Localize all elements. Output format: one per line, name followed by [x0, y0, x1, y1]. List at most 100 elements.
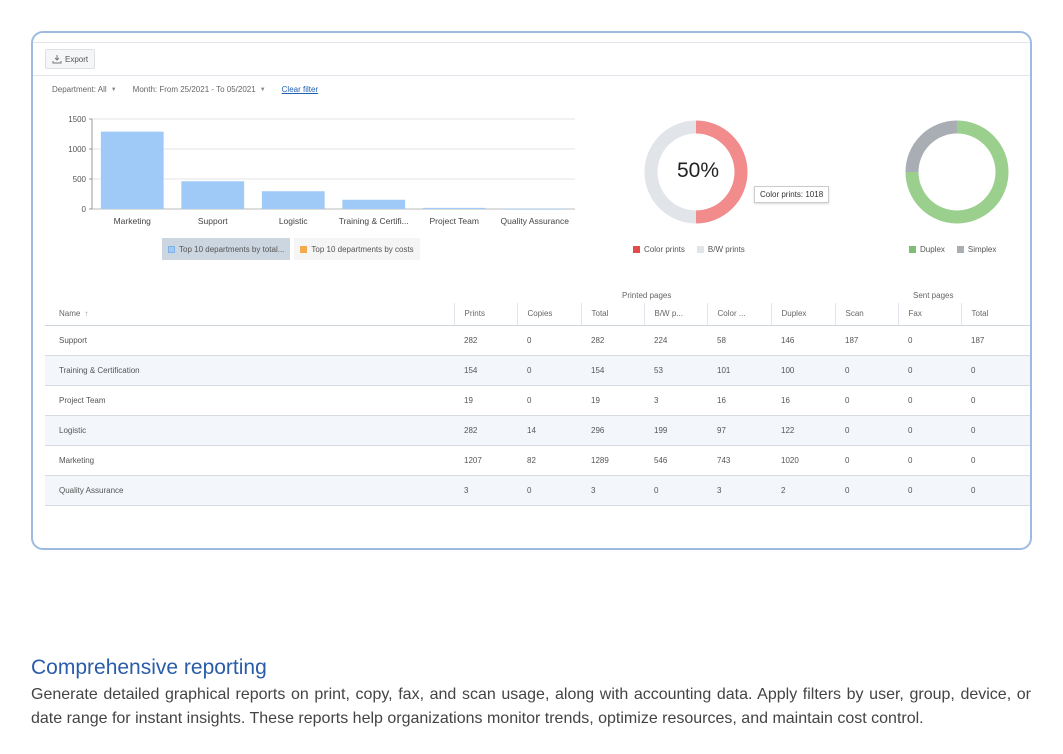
- table-header-row: Name ↑ Prints Copies Total B/W p... Color ... D…: [45, 303, 1030, 326]
- column-header[interactable]: Color ...: [706, 303, 771, 326]
- table-cell: 0: [517, 475, 581, 506]
- donut-slice[interactable]: [905, 120, 1009, 224]
- bar[interactable]: [422, 207, 486, 209]
- table-cell: 0: [898, 385, 961, 416]
- month-filter[interactable]: Month: From 25/2021 - To 05/2021 ▼: [133, 85, 266, 94]
- x-tick-label: Support: [198, 216, 228, 226]
- table-cell: 154: [454, 355, 517, 386]
- table-cell: 0: [961, 355, 1030, 386]
- table-row[interactable]: Marketing 1207 82 1289 546 743 1020 0 0 0: [45, 445, 1030, 476]
- column-header[interactable]: B/W p...: [643, 303, 707, 326]
- table-cell: 0: [961, 445, 1030, 476]
- donut-center-label: 50%: [676, 159, 720, 182]
- department-filter[interactable]: Department: All ▼: [52, 85, 117, 94]
- printed-pages-group-header: Printed pages: [622, 291, 672, 300]
- column-header[interactable]: Duplex: [770, 303, 835, 326]
- table-cell: 0: [835, 445, 898, 476]
- x-tick-label: Marketing: [114, 216, 152, 226]
- column-header[interactable]: Fax: [897, 303, 961, 326]
- sort-asc-icon[interactable]: ↑: [84, 309, 89, 319]
- filter-bar: Department: All ▼ Month: From 25/2021 - …: [52, 85, 318, 94]
- table-row[interactable]: Logistic 282 14 296 199 97 122 0 0 0: [45, 415, 1030, 446]
- column-header[interactable]: Scan: [834, 303, 898, 326]
- bar[interactable]: [261, 191, 325, 209]
- table-cell: 0: [517, 385, 581, 416]
- legend-label: Color prints: [644, 245, 685, 254]
- legend-swatch: [909, 246, 916, 253]
- table-cell: 19: [581, 385, 644, 416]
- department-name-cell: Training & Certification: [45, 355, 454, 386]
- column-header[interactable]: Total: [580, 303, 644, 326]
- table-cell: 122: [771, 415, 835, 446]
- bar[interactable]: [181, 181, 245, 209]
- sent-pages-group-header: Sent pages: [913, 291, 954, 300]
- legend-swatch: [696, 246, 704, 253]
- table-cell: 53: [644, 355, 707, 386]
- table-cell: 282: [454, 325, 517, 356]
- table-cell: 282: [581, 325, 644, 356]
- table-cell: 16: [771, 385, 835, 416]
- legend-item-simplex[interactable]: Simplex: [956, 245, 997, 254]
- y-tick-label: 500: [73, 175, 87, 184]
- donut-slice[interactable]: [905, 120, 958, 173]
- legend-swatch: [168, 245, 175, 253]
- table-cell: 3: [581, 475, 644, 506]
- table-cell: 2: [771, 475, 835, 506]
- legend-item-bw-prints[interactable]: B/W prints: [696, 245, 745, 254]
- x-tick-label: Project Team: [430, 216, 479, 226]
- chart-tooltip: Color prints: 1018: [754, 186, 830, 203]
- column-header[interactable]: Prints: [453, 303, 517, 326]
- legend-tab-total[interactable]: Top 10 departments by total...: [162, 238, 291, 260]
- export-button[interactable]: Export: [45, 49, 96, 69]
- bar[interactable]: [342, 199, 406, 209]
- export-label: Export: [65, 54, 89, 64]
- donut-slice[interactable]: [695, 120, 748, 224]
- column-header[interactable]: Total: [960, 303, 1030, 326]
- table-cell: 0: [835, 385, 898, 416]
- y-tick-label: 1000: [68, 145, 86, 154]
- month-filter-label: Month: From 25/2021 - To 05/2021: [132, 85, 256, 94]
- legend-tab-costs[interactable]: Top 10 departments by costs: [294, 238, 420, 260]
- column-header[interactable]: Name ↑: [45, 303, 454, 326]
- table-row[interactable]: Training & Certification 154 0 154 53 101 100 0…: [45, 355, 1030, 386]
- bar[interactable]: [100, 131, 164, 209]
- department-name-cell: Marketing: [45, 445, 454, 476]
- table-cell: 1020: [771, 445, 835, 476]
- x-tick-label: Quality Assurance: [500, 216, 569, 226]
- department-filter-label: Department: All: [52, 85, 107, 94]
- legend-tab-costs-label: Top 10 departments by costs: [311, 244, 414, 254]
- table-cell: 101: [707, 355, 771, 386]
- legend-swatch: [300, 245, 308, 253]
- legend-item-color-prints[interactable]: Color prints: [633, 245, 685, 254]
- table-cell: 146: [771, 325, 835, 356]
- table-cell: 0: [961, 475, 1030, 506]
- y-tick-label: 0: [82, 205, 87, 214]
- table-row[interactable]: Support 282 0 282 224 58 146 187 0 187: [45, 325, 1030, 356]
- table-cell: 58: [707, 325, 771, 356]
- column-header[interactable]: Copies: [516, 303, 581, 326]
- legend-tab-total-label: Top 10 departments by total...: [179, 244, 285, 254]
- legend-item-duplex[interactable]: Duplex: [909, 245, 945, 254]
- toolbar: Export: [33, 42, 1030, 76]
- download-icon: [52, 55, 62, 64]
- table-cell: 97: [707, 415, 771, 446]
- legend-label: Simplex: [967, 245, 997, 254]
- table-cell: 296: [581, 415, 644, 446]
- table-cell: 0: [644, 475, 707, 506]
- table-cell: 0: [835, 415, 898, 446]
- legend-label: Duplex: [920, 245, 945, 254]
- table-cell: 1207: [454, 445, 517, 476]
- table-row[interactable]: Quality Assurance 3 0 3 0 3 2 0 0 0: [45, 475, 1030, 506]
- department-name-cell: Project Team: [45, 385, 454, 416]
- table-cell: 0: [898, 325, 961, 356]
- caption-title: Comprehensive reporting: [31, 656, 267, 679]
- caption-text: Generate detailed graphical reports on p…: [31, 686, 1031, 727]
- donut-slice[interactable]: [644, 120, 697, 224]
- clear-filter-link[interactable]: Clear filter: [281, 85, 319, 94]
- bar[interactable]: [503, 208, 567, 210]
- table-cell: 14: [517, 415, 581, 446]
- legend-swatch: [633, 246, 640, 253]
- table-cell: 16: [707, 385, 771, 416]
- table-row[interactable]: Project Team 19 0 19 3 16 16 0 0 0: [45, 385, 1030, 416]
- y-tick-label: 1500: [68, 115, 86, 124]
